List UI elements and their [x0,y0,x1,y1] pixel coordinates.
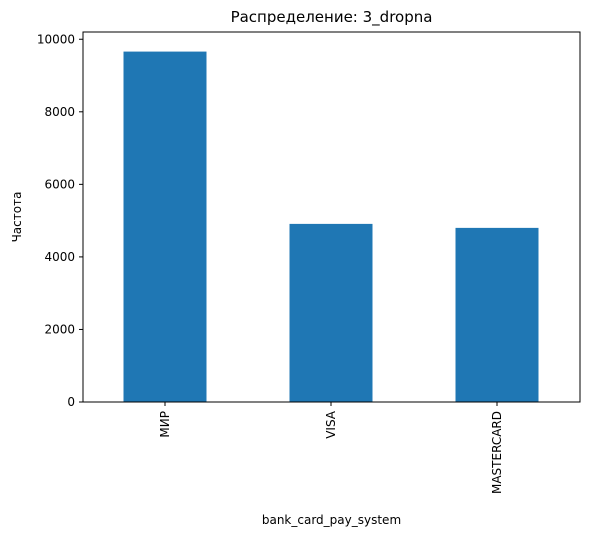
plot-frame [82,31,581,403]
y-tick-label: 2000 [44,322,75,336]
y-tick-label: 0 [67,395,75,409]
bar-1 [289,223,373,402]
y-tick-label: 6000 [44,177,75,191]
bar-2 [455,227,539,402]
bar-0 [123,51,207,403]
y-tick-label: 8000 [44,105,75,119]
chart-title: Распределение: 3_dropna [231,8,433,27]
x-tick-label: VISA [324,410,338,439]
bars-group [123,51,539,403]
x-tick-label: МИР [158,411,172,438]
x-axis-label: bank_card_pay_system [262,513,401,527]
x-tick-label: MASTERCARD [490,411,504,494]
y-tick-label: 10000 [37,32,75,46]
y-axis-ticks: 0 2000 4000 6000 8000 10000 [37,32,83,409]
y-tick-label: 4000 [44,250,75,264]
x-axis-ticks: МИР VISA MASTERCARD [158,402,504,494]
y-axis-label: Частота [10,192,24,243]
